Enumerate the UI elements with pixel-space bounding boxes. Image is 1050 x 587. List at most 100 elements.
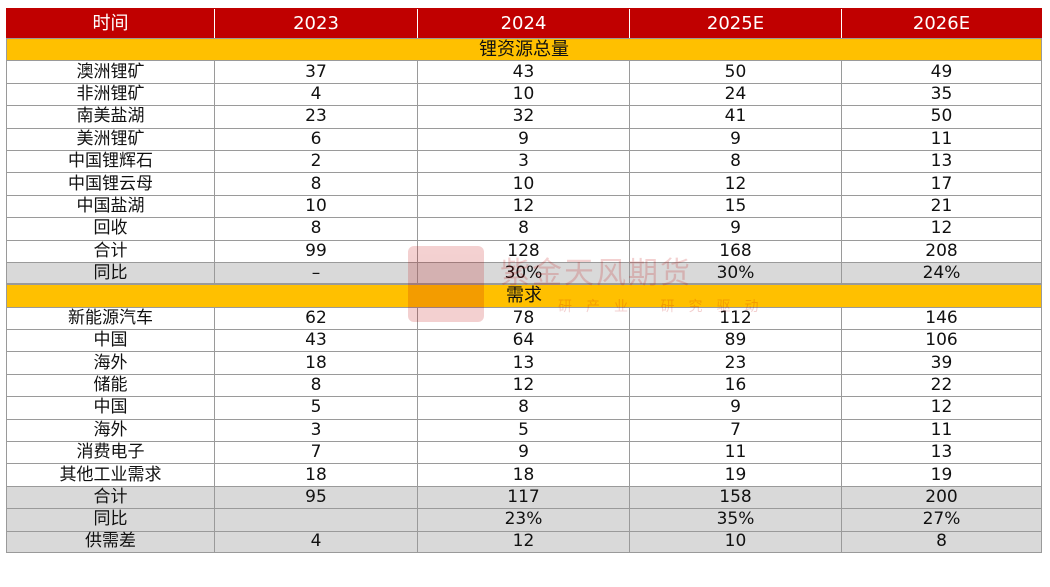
table-cell: 37 — [214, 61, 417, 83]
table-cell: 10 — [214, 195, 417, 218]
table-cell: 11 — [629, 442, 841, 464]
table-cell: 23% — [417, 509, 629, 531]
table-cell: 95 — [214, 486, 417, 509]
table-cell: 64 — [417, 330, 629, 352]
table-cell: 17 — [841, 173, 1042, 195]
table-cell: 12 — [417, 374, 629, 397]
table-row: 消费电子 7 9 11 13 — [6, 441, 1042, 464]
table-cell: 7 — [214, 442, 417, 464]
table-row: 同比 –30% 30% 24% — [6, 261, 1042, 285]
row-label: 非洲锂矿 — [6, 83, 214, 106]
row-label: 新能源汽车 — [6, 307, 214, 330]
table-cell: 11 — [841, 419, 1042, 442]
table-row: 中国 5 8 9 12 — [6, 396, 1042, 419]
table-cell: 78 — [417, 307, 629, 330]
table-cell: 8 — [841, 531, 1042, 552]
table-row: 海外 18 13 23 39 — [6, 351, 1042, 374]
table-row: 储能 8 12 16 22 — [6, 373, 1042, 397]
supply-rows: 澳洲锂矿 37 43 50 49 非洲锂矿 4 10 24 35 南美盐湖 23 32 41 50 美洲锂矿 6… — [6, 60, 1042, 285]
table-row: 中国锂云母 8 10 12 17 — [6, 172, 1042, 195]
table-cell: 5 — [417, 419, 629, 442]
header-year: 2023 — [214, 9, 417, 38]
table-cell: 12 — [629, 173, 841, 195]
table-cell: 13 — [841, 150, 1042, 173]
table-cell: 12 — [417, 195, 629, 218]
row-label: 中国锂云母 — [6, 173, 214, 195]
table-cell: 10 — [629, 531, 841, 552]
table-cell: 10 — [417, 173, 629, 195]
table-cell: 16 — [629, 374, 841, 397]
section-title-supply: 锂资源总量 — [6, 39, 1042, 61]
table-row: 合计 95 117 158 200 — [6, 485, 1042, 509]
table-cell: 13 — [417, 352, 629, 374]
table-cell: 43 — [417, 61, 629, 83]
table-cell: 3 — [214, 419, 417, 442]
table-cell: 43 — [214, 330, 417, 352]
section-title-demand: 需求 — [6, 285, 1042, 307]
header-year: 2025E — [629, 9, 841, 38]
table-cell: 2 — [214, 150, 417, 173]
table-cell: – — [214, 262, 417, 284]
table-cell: 8 — [629, 150, 841, 173]
table-cell: 6 — [214, 128, 417, 150]
table-cell: 19 — [841, 464, 1042, 486]
table-cell: 15 — [629, 195, 841, 218]
table-cell: 5 — [214, 397, 417, 419]
table-cell: 106 — [841, 330, 1042, 352]
table-cell: 3 — [417, 150, 629, 173]
table-cell: 8 — [214, 374, 417, 397]
header-label: 时间 — [6, 9, 214, 38]
table-cell: 35% — [629, 509, 841, 531]
table-cell: 18 — [214, 352, 417, 374]
table-cell: 4 — [214, 531, 417, 552]
section-supply: 锂资源总量 — [6, 38, 1042, 61]
table-cell: 158 — [629, 486, 841, 509]
table-cell: 9 — [417, 128, 629, 150]
header-row: 时间 2023 2024 2025E 2026E — [6, 8, 1042, 38]
row-label: 合计 — [6, 240, 214, 262]
table-cell: 208 — [841, 240, 1042, 262]
row-label: 美洲锂矿 — [6, 128, 214, 150]
table-cell: 200 — [841, 486, 1042, 509]
row-label: 同比 — [6, 262, 214, 284]
row-label: 海外 — [6, 352, 214, 374]
row-label: 合计 — [6, 486, 214, 509]
table-row: 澳洲锂矿 37 43 50 49 — [6, 60, 1042, 83]
row-label: 消费电子 — [6, 442, 214, 464]
table-row: 同比 23% 35% 27% — [6, 508, 1042, 531]
table-row: 其他工业需求 18 18 19 19 — [6, 463, 1042, 486]
table-row: 美洲锂矿 6 9 9 11 — [6, 127, 1042, 150]
row-label: 回收 — [6, 218, 214, 240]
table-cell: 22 — [841, 374, 1042, 397]
table-cell: 50 — [841, 106, 1042, 128]
table-cell: 39 — [841, 352, 1042, 374]
table-cell: 35 — [841, 83, 1042, 106]
table-cell: 168 — [629, 240, 841, 262]
row-label: 澳洲锂矿 — [6, 61, 214, 83]
table-cell: 41 — [629, 106, 841, 128]
table-cell: 49 — [841, 61, 1042, 83]
table-cell: 8 — [214, 218, 417, 240]
table-cell: 32 — [417, 106, 629, 128]
table-row: 新能源汽车 62 78 112 146 — [6, 306, 1042, 330]
table-row: 回收 8 8 9 12 — [6, 217, 1042, 240]
row-label: 储能 — [6, 374, 214, 397]
table-row: 供需差 4 12 10 8 — [6, 530, 1042, 553]
table-cell: 19 — [629, 464, 841, 486]
row-label: 中国 — [6, 397, 214, 419]
table-row: 中国锂辉石 2 3 8 13 — [6, 149, 1042, 173]
table-cell: 24 — [629, 83, 841, 106]
table-cell: 62 — [214, 307, 417, 330]
table-cell: 117 — [417, 486, 629, 509]
table-cell: 24% — [841, 262, 1042, 284]
row-label: 中国 — [6, 330, 214, 352]
table-cell: 8 — [214, 173, 417, 195]
table-cell — [214, 509, 417, 531]
table-cell: 13 — [841, 442, 1042, 464]
table-cell: 7 — [629, 419, 841, 442]
row-label: 中国锂辉石 — [6, 150, 214, 173]
table-cell: 12 — [841, 218, 1042, 240]
table-cell: 112 — [629, 307, 841, 330]
table-cell: 10 — [417, 83, 629, 106]
row-label: 中国盐湖 — [6, 195, 214, 218]
